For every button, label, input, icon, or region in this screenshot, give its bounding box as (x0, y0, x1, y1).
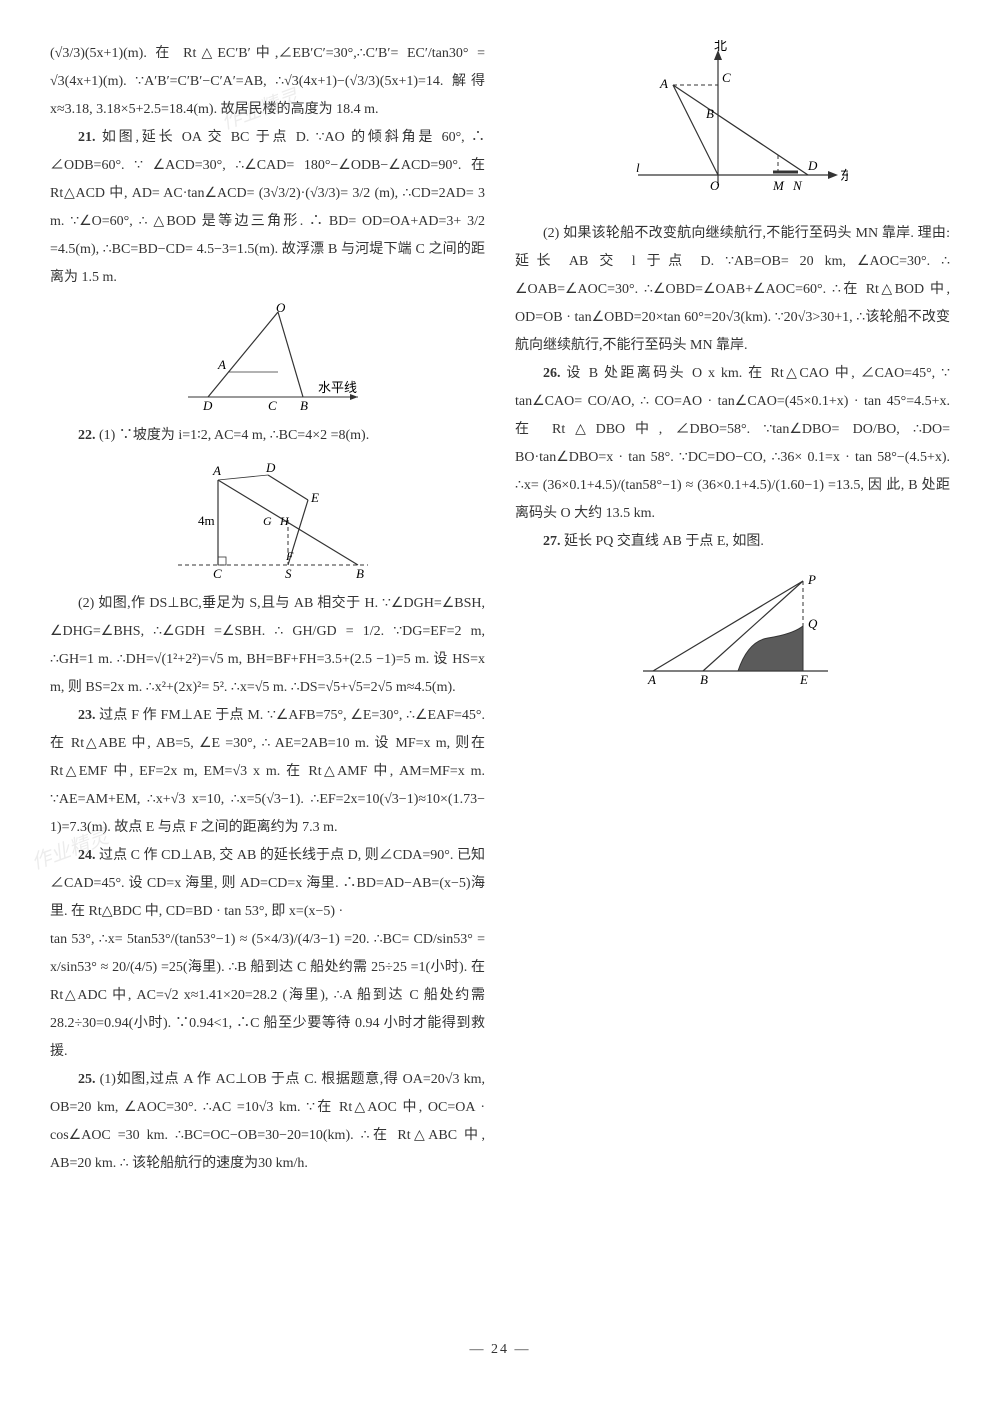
label-B: B (700, 672, 708, 686)
continuation-text: (√3/3)(5x+1)(m). 在 Rt△EC′B′中,∠EB′C′=30°,… (50, 40, 485, 124)
label-B: B (356, 566, 364, 580)
solution-25a: 25. (1)如图,过点 A 作 AC⊥OB 于点 C. 根据题意,得 OA=2… (50, 1066, 485, 1178)
figure-21-svg: O A D C B 水平线 (168, 302, 368, 412)
solution-text: 过点 C 作 CD⊥AB, 交 AB 的延长线于点 D, 则∠CDA=90°. … (50, 848, 485, 919)
solution-22b: (2) 如图,作 DS⊥BC,垂足为 S,且与 AB 相交于 H. ∵∠DGH=… (50, 590, 485, 702)
label-E: E (799, 672, 808, 686)
label-north: 北 (714, 40, 727, 53)
figure-22-svg: A D E 4m G H F C S B (158, 460, 378, 580)
page-columns: (√3/3)(5x+1)(m). 在 Rt△EC′B′中,∠EB′C′=30°,… (50, 40, 950, 1320)
question-number: 27. (543, 534, 561, 549)
solution-text: 如图,延长 OA 交 BC 于点 D. ∵AO 的倾斜角是 60°, ∴ ∠OD… (50, 130, 485, 285)
solution-25b: (2) 如果该轮船不改变航向继续航行,不能行至码头 MN 靠岸. 理由:延长 A… (515, 220, 950, 360)
label-A: A (647, 672, 656, 686)
label-B: B (300, 398, 308, 412)
label-4m: 4m (198, 513, 215, 528)
figure-25: 北 东 A C B l O M N D (515, 40, 950, 210)
label-A: A (659, 76, 668, 91)
label-east: 东 (840, 168, 848, 183)
figure-25-svg: 北 东 A C B l O M N D (618, 40, 848, 210)
solution-23: 23. 过点 F 作 FM⊥AE 于点 M. ∵∠AFB=75°, ∠E=30°… (50, 702, 485, 842)
label-S: S (285, 566, 292, 580)
label-A: A (217, 357, 226, 372)
question-number: 26. (543, 366, 561, 381)
question-number: 22. (78, 428, 96, 443)
solution-27: 27. 延长 PQ 交直线 AB 于点 E, 如图. (515, 528, 950, 556)
solution-24b: tan 53°, ∴x= 5tan53°/(tan53°−1) ≈ (5×4/3… (50, 926, 485, 1066)
label-O: O (710, 178, 720, 193)
solution-text: (1)如图,过点 A 作 AC⊥OB 于点 C. 根据题意,得 OA=20√3 … (50, 1072, 485, 1171)
solution-text: 设 B 处距离码头 O x km. 在 Rt△CAO 中, ∠CAO=45°, … (515, 366, 950, 521)
page-number: — 24 — (50, 1336, 950, 1364)
solution-22a: 22. (1) ∵坡度为 i=1∶2, AC=4 m, ∴BC=4×2 =8(m… (50, 422, 485, 450)
label-H: H (279, 514, 290, 528)
label-M: M (772, 178, 785, 193)
label-horizon: 水平线 (318, 380, 357, 395)
figure-21: O A D C B 水平线 (50, 302, 485, 412)
label-C: C (268, 398, 277, 412)
solution-21: 21. 如图,延长 OA 交 BC 于点 D. ∵AO 的倾斜角是 60°, ∴… (50, 124, 485, 292)
figure-27: A B E P Q (515, 566, 950, 686)
solution-text: 延长 PQ 交直线 AB 于点 E, 如图. (561, 534, 764, 549)
label-l: l (636, 160, 640, 175)
label-G: G (263, 514, 272, 528)
question-number: 21. (78, 130, 96, 145)
label-D: D (202, 398, 213, 412)
figure-27-svg: A B E P Q (628, 566, 838, 686)
figure-22: A D E 4m G H F C S B (50, 460, 485, 580)
label-D: D (265, 460, 276, 475)
label-B: B (706, 106, 714, 121)
solution-24: 24. 过点 C 作 CD⊥AB, 交 AB 的延长线于点 D, 则∠CDA=9… (50, 842, 485, 926)
label-O: O (276, 302, 286, 315)
label-C: C (213, 566, 222, 580)
label-E: E (310, 490, 319, 505)
solution-26: 26. 设 B 处距离码头 O x km. 在 Rt△CAO 中, ∠CAO=4… (515, 360, 950, 528)
label-N: N (792, 178, 803, 193)
question-number: 23. (78, 708, 96, 723)
label-A: A (212, 463, 221, 478)
question-number: 25. (78, 1072, 96, 1087)
label-F: F (285, 549, 294, 563)
label-Q: Q (808, 616, 818, 631)
label-P: P (807, 572, 816, 587)
label-D: D (807, 158, 818, 173)
label-C: C (722, 70, 731, 85)
question-number: 24. (78, 848, 96, 863)
solution-text: (1) ∵坡度为 i=1∶2, AC=4 m, ∴BC=4×2 =8(m). (96, 428, 370, 443)
solution-text: 过点 F 作 FM⊥AE 于点 M. ∵∠AFB=75°, ∠E=30°, ∴∠… (50, 708, 485, 835)
